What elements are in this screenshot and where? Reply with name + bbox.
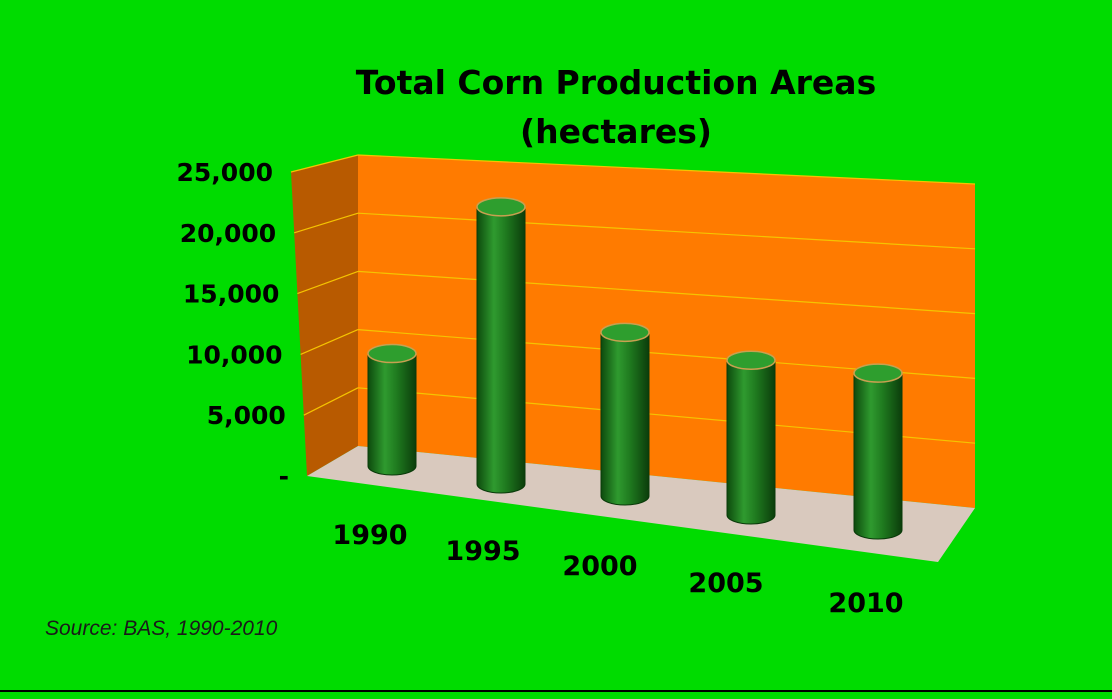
gridline-side	[297, 270, 359, 295]
y-tick-label: 5,000	[207, 401, 286, 430]
gridline	[357, 154, 976, 185]
x-tick-label: 2005	[688, 568, 763, 599]
bottom-divider	[0, 690, 1112, 692]
gridline	[357, 212, 976, 250]
y-axis-ticks: - 5,000 10,000 15,000 20,000 25,000	[177, 158, 289, 491]
y-tick-label: -	[279, 462, 289, 491]
gridline-side	[290, 154, 359, 173]
floor	[307, 446, 975, 562]
gridline-side	[300, 329, 359, 355]
y-tick-label: 20,000	[180, 219, 276, 248]
chart-title-line-1: Total Corn Production Areas	[356, 63, 876, 102]
chart-title-line-2: (hectares)	[520, 112, 712, 151]
side-wall	[291, 155, 358, 476]
gridline	[357, 270, 976, 315]
y-tick-label: 25,000	[177, 158, 273, 187]
y-tick-label: 10,000	[186, 340, 282, 369]
gridline-side	[294, 212, 359, 234]
x-tick-label: 1995	[445, 536, 520, 567]
x-tick-label: 2010	[828, 588, 903, 619]
x-tick-label: 2000	[562, 551, 637, 582]
x-axis-ticks: 1990 1995 2000 2005 2010	[332, 520, 903, 619]
bar-1995	[476, 197, 526, 494]
bar-2005	[726, 350, 776, 525]
gridline-side	[303, 387, 359, 416]
bar-2000	[600, 322, 650, 506]
chart-bars	[367, 197, 903, 540]
source-note: Source: BAS, 1990-2010	[45, 617, 278, 640]
y-tick-label: 15,000	[183, 280, 279, 309]
x-tick-label: 1990	[332, 520, 407, 551]
bar-1990	[367, 343, 417, 476]
bar-2010	[853, 363, 903, 540]
